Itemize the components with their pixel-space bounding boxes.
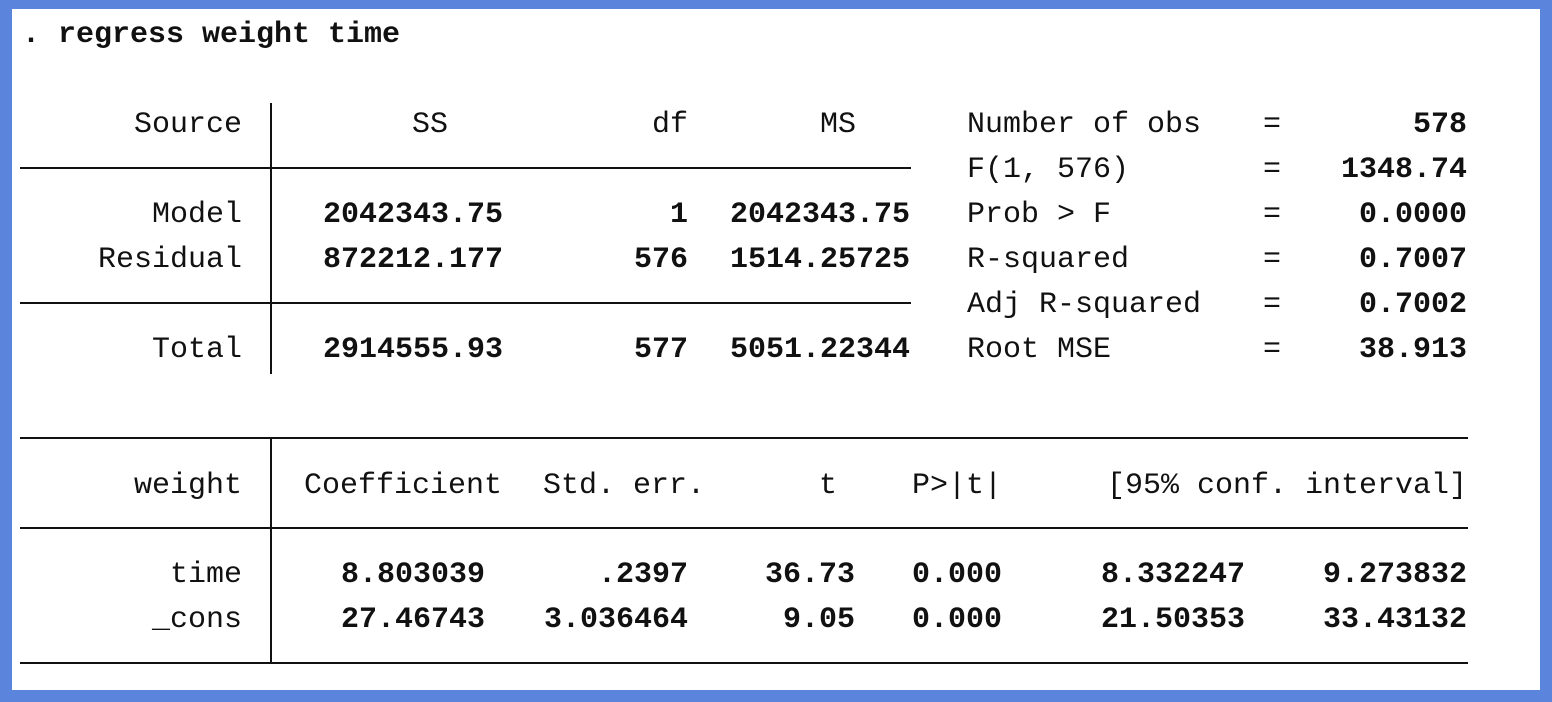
cell-ci-high: 33.43132 (1322, 603, 1467, 637)
command-line: . regress weight time (22, 18, 401, 52)
stat-eq: = (1263, 198, 1282, 232)
cell-ms: 1514.25725 (729, 243, 910, 277)
stat-value: 0.7002 (1358, 288, 1467, 322)
row-label: time (169, 558, 242, 592)
cell-coef: 8.803039 (340, 558, 485, 592)
header-coefficient: Coefficient (303, 469, 502, 503)
cell-df: 577 (633, 333, 688, 367)
cell-ci-low: 8.332247 (1100, 558, 1245, 592)
stat-label: Number of obs (967, 108, 1202, 142)
stat-label: Root MSE (967, 333, 1112, 367)
row-label: _cons (151, 603, 242, 637)
cell-ss: 2042343.75 (322, 198, 503, 232)
stat-eq: = (1263, 108, 1282, 142)
stat-value: 0.7007 (1358, 243, 1467, 277)
header-p: P>|t| (912, 469, 1003, 503)
stat-label: F(1, 576) (967, 153, 1130, 187)
stat-eq: = (1263, 153, 1282, 187)
cell-ms: 5051.22344 (729, 333, 910, 367)
stat-eq: = (1263, 333, 1282, 367)
cell-se: .2397 (597, 558, 688, 592)
stat-label: Prob > F (967, 198, 1112, 232)
stata-results-window (12, 9, 1540, 690)
divider (270, 103, 272, 374)
stat-label: R-squared (967, 243, 1130, 277)
stat-eq: = (1263, 243, 1282, 277)
cell-t: 9.05 (782, 603, 855, 637)
header-df: df (651, 108, 688, 142)
stat-value: 0.0000 (1358, 198, 1467, 232)
header-std-err: Std. err. (542, 469, 705, 503)
divider (20, 437, 1468, 439)
cell-df: 1 (669, 198, 688, 232)
header-ss: SS (411, 108, 449, 142)
divider (20, 662, 1468, 664)
cell-ci-high: 9.273832 (1322, 558, 1467, 592)
cell-p: 0.000 (912, 603, 1003, 637)
divider (20, 167, 911, 169)
stat-label: Adj R-squared (967, 288, 1202, 322)
row-label: Total (151, 333, 242, 367)
header-depvar: weight (133, 469, 242, 503)
divider (20, 302, 911, 304)
divider (20, 527, 1468, 529)
divider (270, 438, 272, 663)
cell-ci-low: 21.50353 (1100, 603, 1245, 637)
row-label: Residual (97, 243, 242, 277)
cell-p: 0.000 (912, 558, 1003, 592)
stat-value: 1348.74 (1340, 153, 1467, 187)
header-ms: MS (819, 108, 856, 142)
cell-se: 3.036464 (543, 603, 688, 637)
stat-value: 38.913 (1358, 333, 1467, 367)
row-label: Model (151, 198, 242, 232)
cell-ss: 872212.177 (322, 243, 503, 277)
stat-value: 578 (1412, 108, 1467, 142)
stat-eq: = (1263, 288, 1282, 322)
cell-ms: 2042343.75 (729, 198, 910, 232)
cell-coef: 27.46743 (340, 603, 485, 637)
header-conf-interval: [95% conf. interval] (1106, 469, 1467, 503)
cell-ss: 2914555.93 (322, 333, 503, 367)
cell-df: 576 (633, 243, 688, 277)
header-source: Source (133, 108, 242, 142)
cell-t: 36.73 (764, 558, 855, 592)
header-t: t (818, 469, 837, 503)
